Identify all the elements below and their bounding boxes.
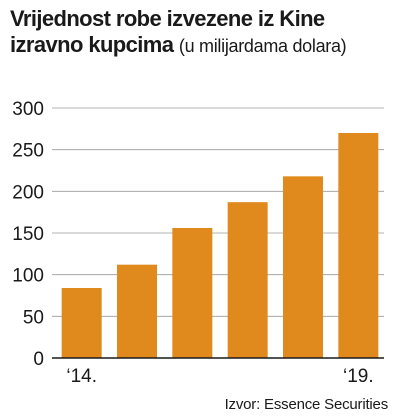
grid-lines — [52, 107, 384, 317]
bar-2014 — [61, 288, 102, 358]
bars — [61, 133, 379, 358]
bar-2015 — [117, 264, 157, 358]
y-tick-label: 150 — [12, 224, 44, 245]
y-tick-label: 200 — [12, 182, 44, 203]
bar-2016 — [172, 228, 213, 358]
chart-title: Vrijednost robe izvezene iz Kine izravno… — [10, 6, 395, 59]
y-axis-tick-labels: 0 50 100 150 200 250 300 — [12, 99, 44, 370]
bar-2019 — [338, 133, 379, 358]
y-tick-label: 300 — [12, 99, 44, 120]
x-axis-tick-labels: ‘14. ‘19. — [66, 366, 373, 387]
chart-subtitle: (u milijardama dolara) — [178, 36, 347, 56]
y-tick-label: 50 — [23, 307, 44, 328]
y-tick-label: 100 — [12, 266, 44, 287]
chart-title-main: Vrijednost robe izvezene iz Kine izravno… — [10, 6, 325, 57]
x-tick-label: ‘14. — [66, 366, 97, 387]
y-tick-label: 250 — [12, 141, 44, 162]
y-tick-label: 0 — [33, 349, 44, 370]
source-note: Izvor: Essence Securities — [224, 396, 389, 413]
bar-2018 — [283, 176, 323, 358]
bar-2017 — [227, 202, 268, 358]
x-tick-label: ‘19. — [343, 366, 374, 387]
